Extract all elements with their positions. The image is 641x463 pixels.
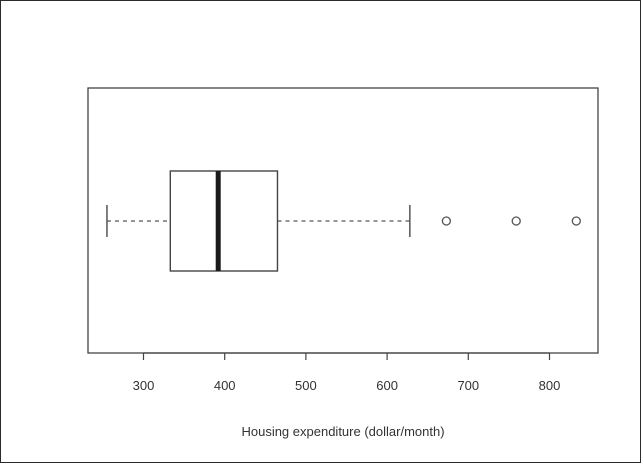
outlier-point [571, 216, 581, 226]
outlier-points [441, 216, 581, 226]
x-tick-label: 500 [295, 378, 317, 393]
x-tick-label: 700 [457, 378, 479, 393]
outlier-point [511, 216, 521, 226]
outlier-point [441, 216, 452, 226]
x-tick-group: 300 400 500 600 700 800 [133, 353, 561, 393]
x-tick-label: 600 [376, 378, 398, 393]
x-axis-title: Housing expenditure (dollar/month) [241, 424, 444, 439]
x-tick-label: 800 [539, 378, 561, 393]
box-plot [106, 170, 581, 272]
x-axis: 300 400 500 600 700 800 [133, 352, 561, 393]
iqr-box [169, 170, 279, 272]
x-tick-label: 400 [214, 378, 236, 393]
x-tick-label: 300 [133, 378, 155, 393]
